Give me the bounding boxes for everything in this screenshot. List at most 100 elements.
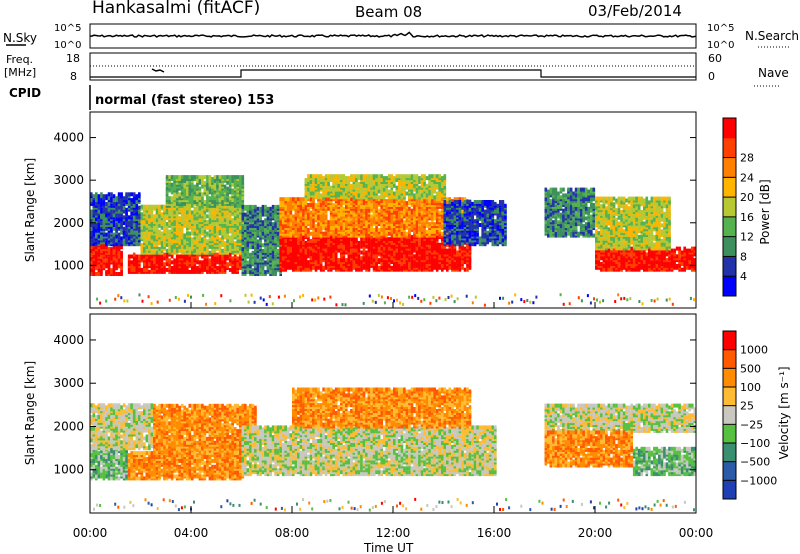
power-cell [393,239,396,243]
power-cell [150,214,154,219]
power-cell [239,235,242,240]
power-cell [292,204,295,209]
power-cell [170,218,174,223]
power-cell [337,199,340,204]
power-cell [322,216,325,221]
power-cell [127,228,131,233]
power-cell [201,180,204,185]
power-cell [239,216,242,221]
power-cell [271,235,275,240]
nsky-tick-top: 10^5 [54,23,81,34]
power-cell [362,199,366,204]
power-cell [307,220,310,225]
power-cell [261,204,265,209]
power-cell [385,229,388,234]
power-cell [193,196,197,201]
power-cell [453,256,457,261]
power-cell [165,267,169,272]
power-cell [196,182,199,187]
power-cell [127,201,131,206]
power-cell [140,256,144,261]
power-cell [314,210,318,215]
power-cell [175,175,179,180]
power-cell [122,205,126,210]
power-cell [231,235,234,240]
power-cell [342,265,346,270]
power-cell [327,231,330,236]
power-cell [130,266,133,270]
power-cell [95,201,98,206]
power-cell [196,266,199,270]
power-cell [206,239,209,244]
power-cell [274,239,277,244]
power-cell [370,203,373,207]
freq-blip [151,68,165,73]
power-cell [178,231,181,236]
power-cell [299,222,303,227]
power-cell [367,237,371,242]
power-cell [289,256,293,261]
power-cell [362,220,366,225]
power-cell [92,211,96,216]
power-cell [188,214,192,219]
power-cell [188,208,192,213]
power-cell [201,229,204,234]
power-cell [163,256,166,261]
power-cell [105,270,108,275]
power-cell [345,224,348,229]
cpid-text: normal (fast stereo) 153 [95,93,274,108]
power-cell [446,248,449,253]
power-cell [216,258,219,263]
power-cell [297,227,300,232]
power-cell [201,203,204,208]
power-cell [107,256,111,261]
power-cell [284,206,287,211]
power-cell [120,250,123,255]
power-cell [221,175,224,180]
power-cell [180,175,184,180]
power-cell [208,266,212,270]
power-cell [125,211,128,216]
power-cell [115,254,118,259]
power-cell [276,204,280,209]
power-cell [168,200,171,204]
power-cell [254,249,257,253]
power-cell [110,192,113,197]
power-cell [110,252,113,257]
power-cell [218,229,222,234]
power-cell [246,233,250,238]
power-cell [453,197,457,202]
power-cell [125,226,128,231]
power-cell [241,175,245,180]
power-cell [377,227,381,232]
power-cell [175,256,179,261]
power-cell [309,231,313,236]
power-cell [372,210,376,215]
power-cell [345,240,348,245]
power-cell [244,212,247,217]
power-cell [319,206,323,211]
power-cell [175,194,179,199]
power-cell [347,216,351,221]
power-cell [302,240,305,245]
power-cell [428,222,431,227]
power-cell [178,192,181,197]
power-cell [191,188,194,193]
power-cell [385,224,388,229]
power-cell [236,231,239,236]
power-cell [438,254,441,259]
power-cell [173,258,176,263]
power-cell [168,175,171,180]
power-cell [249,252,252,257]
power-cell [163,262,166,267]
power-cell [415,227,419,232]
power-cell [203,175,207,180]
power-cell [186,220,189,224]
power-cell [145,233,149,238]
power-cell [332,244,335,249]
power-cell [372,240,376,245]
power-cell [90,192,93,197]
power-cell [279,203,282,207]
power-cell [102,194,106,199]
power-cell [148,262,151,267]
